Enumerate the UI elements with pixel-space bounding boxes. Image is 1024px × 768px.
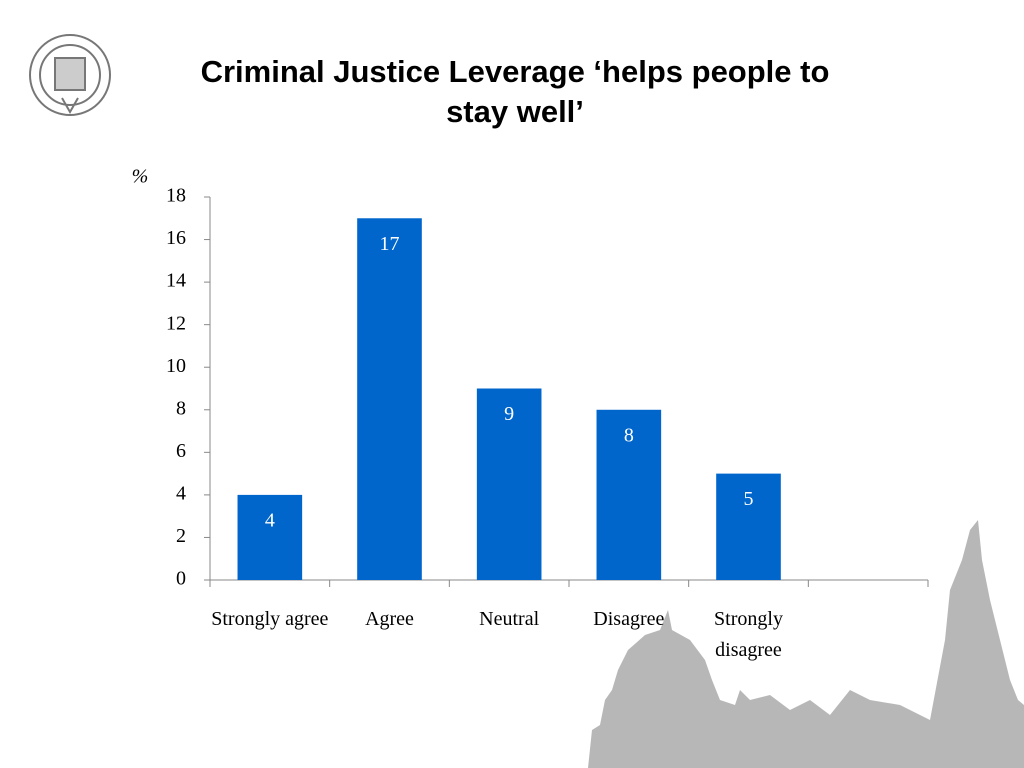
bar xyxy=(237,494,303,580)
bar xyxy=(476,388,542,580)
data-label: 4 xyxy=(265,509,275,531)
y-tick-label: 6 xyxy=(176,440,186,462)
y-tick-label: 10 xyxy=(166,355,186,377)
data-label: 5 xyxy=(744,488,754,510)
university-logo xyxy=(29,34,111,116)
y-tick-label: 0 xyxy=(176,568,186,590)
bar xyxy=(716,473,781,580)
x-tick-label: Agree xyxy=(365,608,414,630)
x-tick-label: Disagree xyxy=(593,608,665,630)
y-axis-label: % xyxy=(132,166,149,188)
x-tick-label: Neutral xyxy=(479,608,540,630)
y-tick-label: 4 xyxy=(176,482,186,504)
x-tick-label: Strongly disagree xyxy=(714,608,783,661)
y-tick-label: 14 xyxy=(166,270,186,292)
y-tick-label: 16 xyxy=(166,227,186,249)
bar xyxy=(357,218,422,580)
bar xyxy=(596,409,662,580)
chart-title: Criminal Justice Leverage ‘helps people … xyxy=(200,54,830,129)
y-tick-label: 12 xyxy=(166,312,186,334)
y-tick-label: 8 xyxy=(176,397,186,419)
data-label: 9 xyxy=(504,403,514,425)
y-tick-label: 2 xyxy=(176,525,186,547)
x-tick-label: Strongly agree xyxy=(211,608,329,630)
y-tick-label: 18 xyxy=(166,185,186,207)
skyline-decoration xyxy=(588,520,1024,768)
data-label: 17 xyxy=(380,233,400,255)
data-label: 8 xyxy=(624,424,634,446)
